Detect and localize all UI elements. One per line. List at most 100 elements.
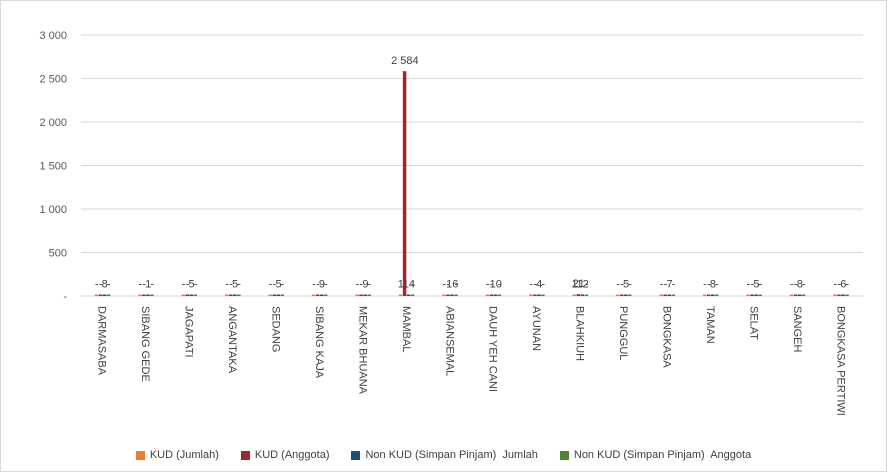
data-label: 6 <box>840 279 846 291</box>
data-label: - <box>498 279 502 291</box>
bar <box>406 294 411 296</box>
legend-swatch <box>559 450 569 460</box>
data-label: - <box>225 279 229 291</box>
data-label: 14 <box>403 279 415 291</box>
data-label: - <box>229 279 233 291</box>
data-label: - <box>794 279 798 291</box>
bar <box>229 294 233 296</box>
data-label: - <box>411 279 415 291</box>
bar <box>793 294 798 296</box>
bar <box>533 294 537 296</box>
x-tick-group: SEDANG <box>270 306 282 352</box>
data-label: 1 <box>572 279 578 291</box>
data-label: - <box>186 279 190 291</box>
x-tick-group: DAUH YEH CANI <box>487 306 499 392</box>
x-tick-group: BLAHKIUH <box>574 306 586 361</box>
x-tick-group: TAMAN <box>704 306 716 344</box>
x-tick-group: BONGKASA PERTIWI <box>834 306 846 416</box>
data-label: - <box>368 279 372 291</box>
x-tick-group: MAMBAL <box>400 306 412 352</box>
x-tick-label: SANGEH <box>791 306 803 353</box>
data-label: - <box>316 279 320 291</box>
bar <box>624 294 628 296</box>
bar <box>710 294 715 296</box>
x-tick-label: JAGAPATI <box>183 306 195 358</box>
bar <box>485 294 490 296</box>
legend-item: Non KUD (Simpan Pinjam) Anggota <box>559 449 751 461</box>
y-tick-label: 1 500 <box>39 161 67 173</box>
bar <box>702 294 707 296</box>
bar <box>801 294 806 296</box>
legend-label: KUD (Anggota) <box>254 449 330 461</box>
data-label: - <box>790 279 794 291</box>
data-label: - <box>194 279 198 291</box>
bar <box>837 294 841 296</box>
data-label: - <box>142 279 146 291</box>
bar <box>833 294 837 296</box>
bar <box>363 294 367 296</box>
bar <box>497 294 502 296</box>
x-tick-label: BONGKASA PERTIWI <box>834 306 846 416</box>
data-label: - <box>237 279 241 291</box>
x-tick-group: ABIANSEMAL <box>443 306 455 376</box>
x-tick-group: PUNGGUL <box>617 306 629 360</box>
bar <box>446 294 450 296</box>
y-tick-label: 3 000 <box>39 30 67 42</box>
bar <box>402 71 407 296</box>
legend-swatch <box>135 450 145 460</box>
y-tick-label: 500 <box>49 248 67 260</box>
data-label: 9 <box>319 279 325 291</box>
data-label: - <box>490 279 494 291</box>
data-label: 5 <box>189 279 195 291</box>
data-label: - <box>138 279 142 291</box>
bar <box>663 294 667 296</box>
bar <box>454 294 458 296</box>
data-label: 1 <box>145 279 151 291</box>
legend-item: KUD (Jumlah) <box>135 449 219 461</box>
data-label: - <box>281 279 285 291</box>
data-label: - <box>616 279 620 291</box>
bar <box>102 294 107 296</box>
bar <box>620 294 624 296</box>
bar <box>94 294 99 296</box>
bar <box>493 294 498 296</box>
bar <box>616 294 620 296</box>
x-tick-group: MEKAR BHUANA <box>356 306 368 395</box>
data-label: - <box>107 279 111 291</box>
legend-label: Non KUD (Simpan Pinjam) Jumlah <box>365 449 538 461</box>
x-tick-label: ABIANSEMAL <box>443 306 455 376</box>
x-tick-group: BONGKASA <box>661 306 673 368</box>
data-label: 1 <box>398 279 404 291</box>
data-label: - <box>759 279 763 291</box>
bar <box>315 294 320 296</box>
bar <box>410 294 415 296</box>
x-tick-label: PUNGGUL <box>617 306 629 360</box>
bar <box>398 294 403 296</box>
x-tick-group: SIBANG KAJA <box>313 306 325 379</box>
data-label: 5 <box>753 279 759 291</box>
data-label: - <box>273 279 277 291</box>
x-tick-label: MEKAR BHUANA <box>356 306 368 395</box>
data-label: - <box>672 279 676 291</box>
bar <box>311 294 316 296</box>
bar <box>225 294 229 296</box>
bar <box>714 294 719 296</box>
x-tick-label: AYUNAN <box>530 306 542 351</box>
bar <box>706 294 711 296</box>
x-tick-group: DARMASABA <box>96 306 108 376</box>
bar <box>746 294 750 296</box>
data-label: - <box>833 279 837 291</box>
x-tick-group: SANGEH <box>791 306 803 353</box>
x-tick-group: JAGAPATI <box>183 306 195 358</box>
bar <box>841 294 845 296</box>
data-label: - <box>529 279 533 291</box>
y-tick-label: - <box>63 291 67 303</box>
x-tick-label: BLAHKIUH <box>574 306 586 361</box>
bar <box>754 294 758 296</box>
data-label: 8 <box>797 279 803 291</box>
bar <box>185 294 190 296</box>
data-label: 16 <box>446 279 458 291</box>
data-label: 10 <box>490 279 502 291</box>
y-axis-ticks: - 500 1 000 1 500 2 000 2 500 3 000 <box>39 30 67 303</box>
